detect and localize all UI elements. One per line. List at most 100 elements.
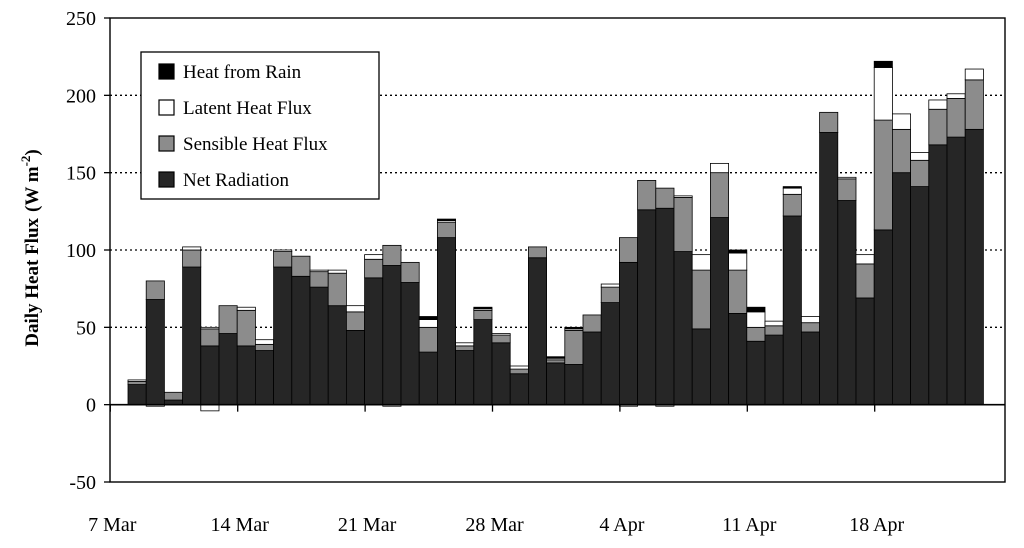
legend-label: Sensible Heat Flux: [183, 134, 328, 155]
bar-segment-net-radiation: [710, 217, 730, 406]
bar-segment-net-radiation: [364, 277, 384, 406]
bar-segment-sensible-heat-flux: [127, 381, 147, 385]
bar-segment-latent-heat-flux: [782, 187, 802, 195]
bar-segment-net-radiation: [145, 299, 165, 406]
bar-segment-net-radiation: [728, 313, 748, 406]
bar-segment-sensible-heat-flux: [491, 334, 511, 344]
bar-segment-net-radiation: [254, 350, 274, 406]
bar-segment-net-radiation: [218, 333, 238, 406]
bar-segment-net-radiation: [436, 237, 456, 406]
bar-stacks: [127, 60, 984, 412]
bar-segment-latent-heat-flux: [892, 113, 912, 130]
bar-segment-sensible-heat-flux: [309, 271, 329, 288]
bar-segment-net-radiation: [600, 302, 620, 406]
bar-segment-sensible-heat-flux: [327, 272, 347, 307]
bar-segment-latent-heat-flux: [673, 195, 693, 198]
x-tick-label: 11 Apr: [722, 514, 777, 536]
bar-segment-latent-heat-flux: [600, 283, 620, 288]
bar-segment-sensible-heat-flux: [637, 179, 657, 211]
bar-segment-net-radiation: [964, 128, 984, 406]
bar-segment-latent-heat-flux: [345, 305, 365, 313]
bar-segment-heat-from-rain: [436, 218, 456, 222]
bar-segment-latent-heat-flux: [236, 306, 256, 311]
y-axis-ticks: -50 0 50 100 150 200 250: [66, 8, 110, 494]
bar-segment-sensible-heat-flux: [710, 172, 730, 218]
bar-segment-latent-heat-flux: [364, 254, 384, 260]
x-tick-label: 7 Mar: [88, 514, 137, 536]
legend-label: Net Radiation: [183, 170, 290, 191]
bar-segment-net-radiation: [782, 215, 802, 406]
legend-label: Latent Heat Flux: [183, 98, 312, 119]
bar-segment-net-radiation: [619, 261, 639, 406]
bar-segment-sensible-heat-flux: [455, 345, 475, 351]
y-tick-label: 100: [66, 240, 96, 262]
bar-segment-latent-heat-flux: [491, 333, 511, 336]
bar-segment-sensible-heat-flux: [619, 237, 639, 263]
bar-segment-sensible-heat-flux: [837, 178, 857, 201]
bar-segment-latent-heat-flux: [455, 342, 475, 347]
bar-segment-sensible-heat-flux: [509, 368, 529, 375]
bar-segment-sensible-heat-flux: [382, 244, 402, 266]
bar-segment-latent-heat-flux: [728, 252, 748, 271]
bar-segment-sensible-heat-flux: [582, 314, 602, 333]
bar-segment-heat-from-rain: [418, 316, 438, 320]
bar-segment-latent-heat-flux: [309, 269, 329, 273]
bar-segment-latent-heat-flux: [855, 254, 875, 265]
legend-swatch: [158, 171, 175, 188]
bar-segment-net-radiation: [273, 266, 293, 406]
bar-segment-net-radiation: [236, 345, 256, 406]
bar-segment-sensible-heat-flux: [145, 280, 165, 300]
bar-segment-net-radiation: [182, 266, 202, 406]
bar-segment-net-radiation: [564, 364, 584, 406]
bar-segment-latent-heat-flux: [327, 269, 347, 274]
x-tick-label: 21 Mar: [338, 514, 397, 536]
bar-segment-sensible-heat-flux: [655, 187, 675, 209]
bar-segment-net-radiation: [855, 297, 875, 406]
bar-segment-net-radiation: [910, 186, 930, 406]
bar-segment-net-radiation: [819, 132, 839, 406]
x-axis-ticks: 7 Mar 14 Mar 21 Mar 28 Mar 4 Apr 11 Apr 18 Apr: [88, 404, 905, 536]
bar-segment-sensible-heat-flux: [182, 249, 202, 268]
bar-segment-latent-heat-flux: [873, 67, 893, 121]
bar-segment-net-radiation: [291, 275, 311, 406]
y-tick-label: 0: [86, 395, 96, 417]
bar-segment-net-radiation: [509, 373, 529, 406]
x-tick-label: 28 Mar: [465, 514, 524, 536]
bar-segment-sensible-heat-flux: [746, 326, 766, 342]
bar-segment-heat-from-rain: [728, 249, 748, 254]
bar-segment-latent-heat-flux: [928, 99, 948, 110]
bar-segment-sensible-heat-flux: [564, 330, 584, 365]
bar-segment-net-radiation: [491, 342, 511, 406]
x-tick-label: 14 Mar: [211, 514, 270, 536]
bar-segment-net-radiation: [382, 265, 402, 406]
legend-swatch: [158, 135, 175, 152]
x-tick-label: 4 Apr: [599, 514, 644, 536]
bar-segment-latent-heat-flux: [182, 246, 202, 251]
y-tick-label: 50: [76, 317, 96, 339]
bar-segment-net-radiation: [455, 350, 475, 406]
bar-segment-net-radiation: [673, 251, 693, 406]
bar-segment-heat-from-rain: [473, 306, 493, 310]
bar-segment-latent-heat-flux: [273, 249, 293, 252]
legend-swatch: [158, 99, 175, 116]
bar-segment-latent-heat-flux: [764, 320, 784, 327]
bar-segment-latent-heat-flux: [910, 152, 930, 161]
bar-segment-net-radiation: [801, 331, 821, 406]
bar-segment-sensible-heat-flux: [928, 108, 948, 146]
bar-segment-net-radiation: [764, 334, 784, 406]
bar-segment-net-radiation: [528, 257, 548, 406]
bar-segment-sensible-heat-flux: [163, 391, 183, 401]
bar-segment-net-radiation: [892, 172, 912, 406]
bar-segment-sensible-heat-flux: [600, 286, 620, 303]
bar-segment-latent-heat-flux: [746, 311, 766, 328]
bar-segment-sensible-heat-flux: [910, 159, 930, 187]
bar-segment-sensible-heat-flux: [728, 269, 748, 314]
bar-segment-sensible-heat-flux: [528, 246, 548, 259]
bar-segment-sensible-heat-flux: [436, 221, 456, 239]
bar-segment-net-radiation: [473, 319, 493, 406]
bar-segment-net-radiation: [928, 144, 948, 406]
bar-segment-sensible-heat-flux: [892, 128, 912, 174]
bar-segment-net-radiation: [637, 209, 657, 406]
bar-segment-net-radiation: [400, 282, 420, 406]
